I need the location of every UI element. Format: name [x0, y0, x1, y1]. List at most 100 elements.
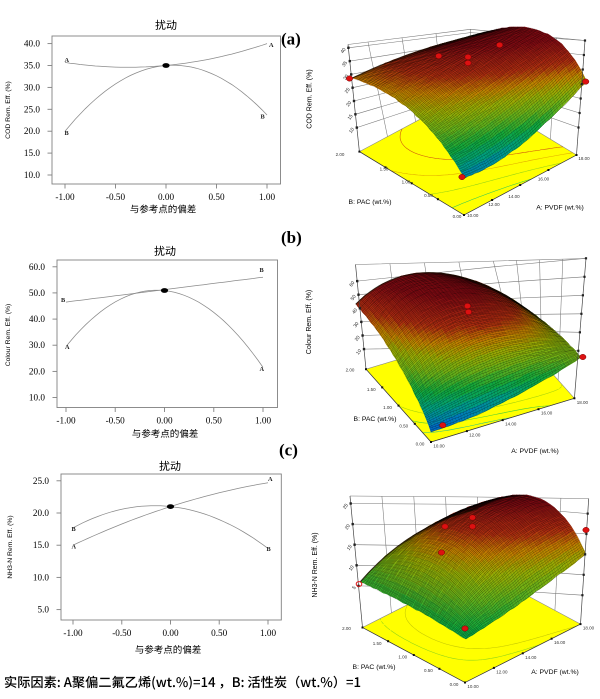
svg-text:18.00: 18.00: [583, 626, 595, 631]
svg-text:B: B: [267, 546, 272, 553]
svg-text:40.0: 40.0: [24, 39, 40, 49]
svg-text:10.00: 10.00: [467, 213, 479, 218]
svg-text:A: A: [260, 366, 265, 373]
svg-text:COD Rem. Eff. (%): COD Rem. Eff. (%): [307, 69, 314, 128]
svg-text:A: A: [65, 57, 70, 64]
svg-text:B: B: [72, 526, 77, 533]
svg-text:A: PVDF (wt.%): A: PVDF (wt.%): [511, 448, 559, 455]
svg-text:2.00: 2.00: [336, 152, 345, 157]
svg-text:2.00: 2.00: [342, 626, 351, 631]
svg-text:10.00: 10.00: [433, 444, 445, 449]
svg-text:Colour Rem. Eff. (%): Colour Rem. Eff. (%): [306, 290, 313, 354]
svg-text:35: 35: [341, 60, 349, 68]
svg-text:-0.50: -0.50: [106, 192, 126, 202]
svg-text:1.00: 1.00: [398, 655, 407, 660]
svg-text:14.00: 14.00: [525, 655, 537, 660]
svg-text:2.00: 2.00: [346, 368, 355, 373]
svg-text:1.00: 1.00: [383, 405, 392, 410]
svg-text:30.0: 30.0: [24, 82, 40, 92]
svg-text:12.00: 12.00: [496, 669, 508, 674]
svg-text:50: 50: [350, 294, 358, 302]
svg-text:60.0: 60.0: [29, 262, 45, 272]
svg-text:COD Rem. Eff. (%): COD Rem. Eff. (%): [5, 81, 12, 139]
svg-text:B: PAC (wt.%): B: PAC (wt.%): [349, 199, 392, 206]
svg-text:0.50: 0.50: [206, 416, 222, 426]
svg-text:A: A: [268, 476, 273, 483]
svg-text:16.00: 16.00: [554, 640, 566, 645]
svg-text:18.00: 18.00: [578, 156, 590, 161]
svg-text:20: 20: [344, 523, 352, 531]
svg-text:B: B: [261, 114, 266, 121]
svg-text:20: 20: [354, 334, 362, 342]
svg-text:20: 20: [345, 100, 353, 108]
svg-text:Colour Rem. Eff. (%): Colour Rem. Eff. (%): [5, 304, 12, 367]
svg-text:0.00: 0.00: [158, 192, 174, 202]
svg-text:A: A: [269, 42, 274, 49]
svg-text:20.0: 20.0: [33, 508, 49, 518]
svg-text:1.00: 1.00: [260, 628, 276, 638]
svg-text:1.00: 1.00: [259, 192, 275, 202]
svg-text:12.00: 12.00: [469, 433, 481, 438]
svg-text:15.0: 15.0: [24, 148, 40, 158]
svg-text:14.00: 14.00: [508, 194, 520, 199]
svg-text:(b): (b): [281, 228, 302, 247]
svg-text:1.00: 1.00: [255, 416, 271, 426]
svg-text:10.0: 10.0: [24, 170, 40, 180]
svg-text:-1.00: -1.00: [56, 416, 76, 426]
svg-text:-0.50: -0.50: [106, 416, 126, 426]
svg-text:5: 5: [351, 585, 358, 591]
svg-text:15: 15: [347, 113, 355, 121]
svg-text:14.00: 14.00: [505, 422, 517, 427]
svg-text:0.00: 0.00: [416, 442, 425, 447]
svg-text:5.0: 5.0: [38, 605, 50, 615]
svg-text:35.0: 35.0: [24, 61, 40, 71]
svg-text:20.0: 20.0: [29, 366, 45, 376]
svg-text:15.0: 15.0: [33, 540, 49, 550]
svg-text:20.0: 20.0: [24, 126, 40, 136]
svg-text:-0.50: -0.50: [112, 628, 132, 638]
svg-text:40: 40: [340, 47, 348, 55]
svg-text:B: B: [260, 267, 265, 274]
svg-text:16.00: 16.00: [538, 177, 550, 182]
svg-text:10.0: 10.0: [33, 572, 49, 582]
svg-text:18.00: 18.00: [577, 400, 589, 405]
svg-text:16.00: 16.00: [541, 411, 553, 416]
svg-text:1.50: 1.50: [380, 167, 389, 172]
svg-text:0.50: 0.50: [424, 193, 433, 198]
svg-text:25.0: 25.0: [24, 104, 40, 114]
svg-text:A: PVDF (wt.%): A: PVDF (wt.%): [536, 205, 584, 212]
svg-text:B: B: [61, 297, 66, 304]
svg-text:25: 25: [342, 502, 350, 510]
svg-text:NH3-N Rem. Eff. (%): NH3-N Rem. Eff. (%): [7, 515, 14, 578]
svg-text:A: A: [72, 544, 77, 551]
svg-text:1.00: 1.00: [402, 180, 411, 185]
svg-text:10: 10: [348, 564, 356, 572]
svg-text:25: 25: [344, 87, 352, 95]
svg-text:40.0: 40.0: [29, 314, 45, 324]
svg-text:0.50: 0.50: [208, 192, 224, 202]
svg-text:0.00: 0.00: [450, 682, 459, 687]
svg-text:(c): (c): [279, 441, 298, 460]
svg-text:0.00: 0.00: [156, 416, 172, 426]
svg-text:A: PVDF (wt.%): A: PVDF (wt.%): [531, 669, 579, 676]
svg-text:B: PAC (wt.%): B: PAC (wt.%): [353, 664, 396, 671]
svg-text:0.50: 0.50: [424, 668, 433, 673]
svg-text:-1.00: -1.00: [55, 192, 75, 202]
svg-text:30.0: 30.0: [29, 340, 45, 350]
svg-text:15: 15: [346, 544, 354, 552]
svg-text:0.50: 0.50: [399, 423, 408, 428]
svg-text:-1.00: -1.00: [63, 628, 83, 638]
svg-text:10: 10: [348, 127, 356, 135]
svg-text:A: A: [65, 344, 70, 351]
svg-text:B: B: [65, 130, 70, 137]
svg-text:12.00: 12.00: [488, 202, 500, 207]
svg-text:60: 60: [348, 280, 356, 288]
svg-text:10: 10: [355, 348, 363, 356]
svg-text:1.50: 1.50: [373, 641, 382, 646]
svg-text:25.0: 25.0: [33, 476, 49, 486]
svg-text:40: 40: [351, 307, 359, 315]
svg-text:0.50: 0.50: [211, 628, 227, 638]
svg-text:50.0: 50.0: [29, 288, 45, 298]
svg-text:1.50: 1.50: [367, 387, 376, 392]
svg-text:NH3-N Rem. Eff. (%): NH3-N Rem. Eff. (%): [312, 532, 319, 597]
